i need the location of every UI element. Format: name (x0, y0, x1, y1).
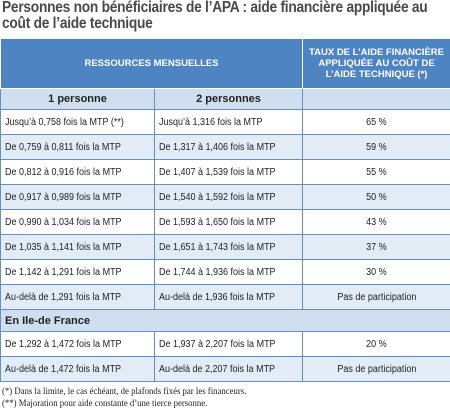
footnote: (**) Majoration pour aide constante d’un… (2, 399, 208, 409)
aid-rate: Pas de participation (336, 363, 417, 375)
two-persons-range: De 1,744 à 1,936 fois la MTP (159, 266, 276, 278)
table-row: Au-delà de 1,291 fois la MTP Au-delà de … (0, 284, 450, 310)
rate-subheader-empty (302, 88, 450, 110)
aid-rate: 30 % (366, 266, 387, 278)
table-row: De 0,917 à 0,989 fois la MTP De 1,540 à … (0, 184, 450, 210)
two-persons-range: Au-delà de 1,936 fois la MTP (159, 291, 276, 303)
region-row: En Ile-de France (0, 309, 450, 332)
table-row: De 0,990 à 1,034 fois la MTP De 1,593 à … (0, 209, 450, 235)
one-person-range: Jusqu’à 0,758 fois la MTP (**) (5, 116, 124, 128)
aid-rate: 43 % (366, 216, 387, 228)
two-persons-range: Au-delà de 2,207 fois la MTP (159, 363, 276, 375)
one-person-range: De 0,759 à 0,811 fois la MTP (5, 141, 121, 153)
aid-rate: 65 % (366, 116, 387, 128)
aid-rate: 55 % (366, 166, 387, 178)
two-persons-range: De 1,937 à 2,207 fois la MTP (159, 338, 276, 350)
resources-header: RESSOURCES MENSUELLES (0, 38, 304, 89)
one-person-range: De 0,812 à 0,916 fois la MTP (5, 166, 122, 178)
aid-rate: 37 % (366, 241, 387, 253)
aid-rate-table: RESSOURCES MENSUELLES TAUX DE L’AIDE FIN… (0, 38, 450, 382)
region-label: En Ile-de France (0, 309, 450, 332)
aid-rate: 20 % (366, 338, 387, 350)
one-person-range: Au-delà de 1,291 fois la MTP (5, 291, 122, 303)
two-persons-header: 2 personnes (153, 88, 304, 110)
table-row: De 0,812 à 0,916 fois la MTP De 1,407 à … (0, 159, 450, 185)
two-persons-range: De 1,540 à 1,592 fois la MTP (159, 191, 276, 203)
aid-rate: Pas de participation (336, 291, 417, 303)
page-title: Personnes non bénéficiaires de l’APA : a… (2, 0, 428, 32)
table-subheader-row: 1 personne 2 personnes (0, 88, 450, 110)
table-row: De 1,035 à 1,141 fois la MTP De 1,651 à … (0, 234, 450, 260)
two-persons-range: De 1,317 à 1,406 fois la MTP (159, 141, 276, 153)
two-persons-range: De 1,407 à 1,539 fois la MTP (159, 166, 276, 178)
footnote: (*) Dans la limite, le cas échéant, de p… (2, 387, 247, 397)
table-row: Au-delà de 1,472 fois la MTP Au-delà de … (0, 356, 450, 382)
one-person-header: 1 personne (0, 88, 155, 110)
two-persons-range: Jusqu’à 1,316 fois la MTP (159, 116, 263, 128)
one-person-range: De 1,035 à 1,141 fois la MTP (5, 241, 122, 253)
aid-rate: 59 % (366, 141, 387, 153)
one-person-range: De 1,292 à 1,472 fois la MTP (5, 338, 122, 350)
table-row: De 0,759 à 0,811 fois la MTP De 1,317 à … (0, 134, 450, 160)
two-persons-range: De 1,651 à 1,743 fois la MTP (159, 241, 276, 253)
one-person-range: De 1,142 à 1,291 fois la MTP (5, 266, 122, 278)
aid-rate: 50 % (366, 191, 387, 203)
footnotes: (*) Dans la limite, le cas échéant, de p… (2, 386, 448, 410)
one-person-range: Au-delà de 1,472 fois la MTP (5, 363, 122, 375)
table-header-row: RESSOURCES MENSUELLES TAUX DE L’AIDE FIN… (0, 38, 450, 89)
table-row: De 1,292 à 1,472 fois la MTP De 1,937 à … (0, 331, 450, 357)
one-person-range: De 0,917 à 0,989 fois la MTP (5, 191, 122, 203)
table-row: De 1,142 à 1,291 fois la MTP De 1,744 à … (0, 259, 450, 285)
rate-header: TAUX DE L’AIDE FINANCIÈRE APPLIQUÉE AU C… (302, 38, 450, 89)
table-row: Jusqu’à 0,758 fois la MTP (**) Jusqu’à 1… (0, 109, 450, 135)
two-persons-range: De 1,593 à 1,650 fois la MTP (159, 216, 276, 228)
one-person-range: De 0,990 à 1,034 fois la MTP (5, 216, 122, 228)
